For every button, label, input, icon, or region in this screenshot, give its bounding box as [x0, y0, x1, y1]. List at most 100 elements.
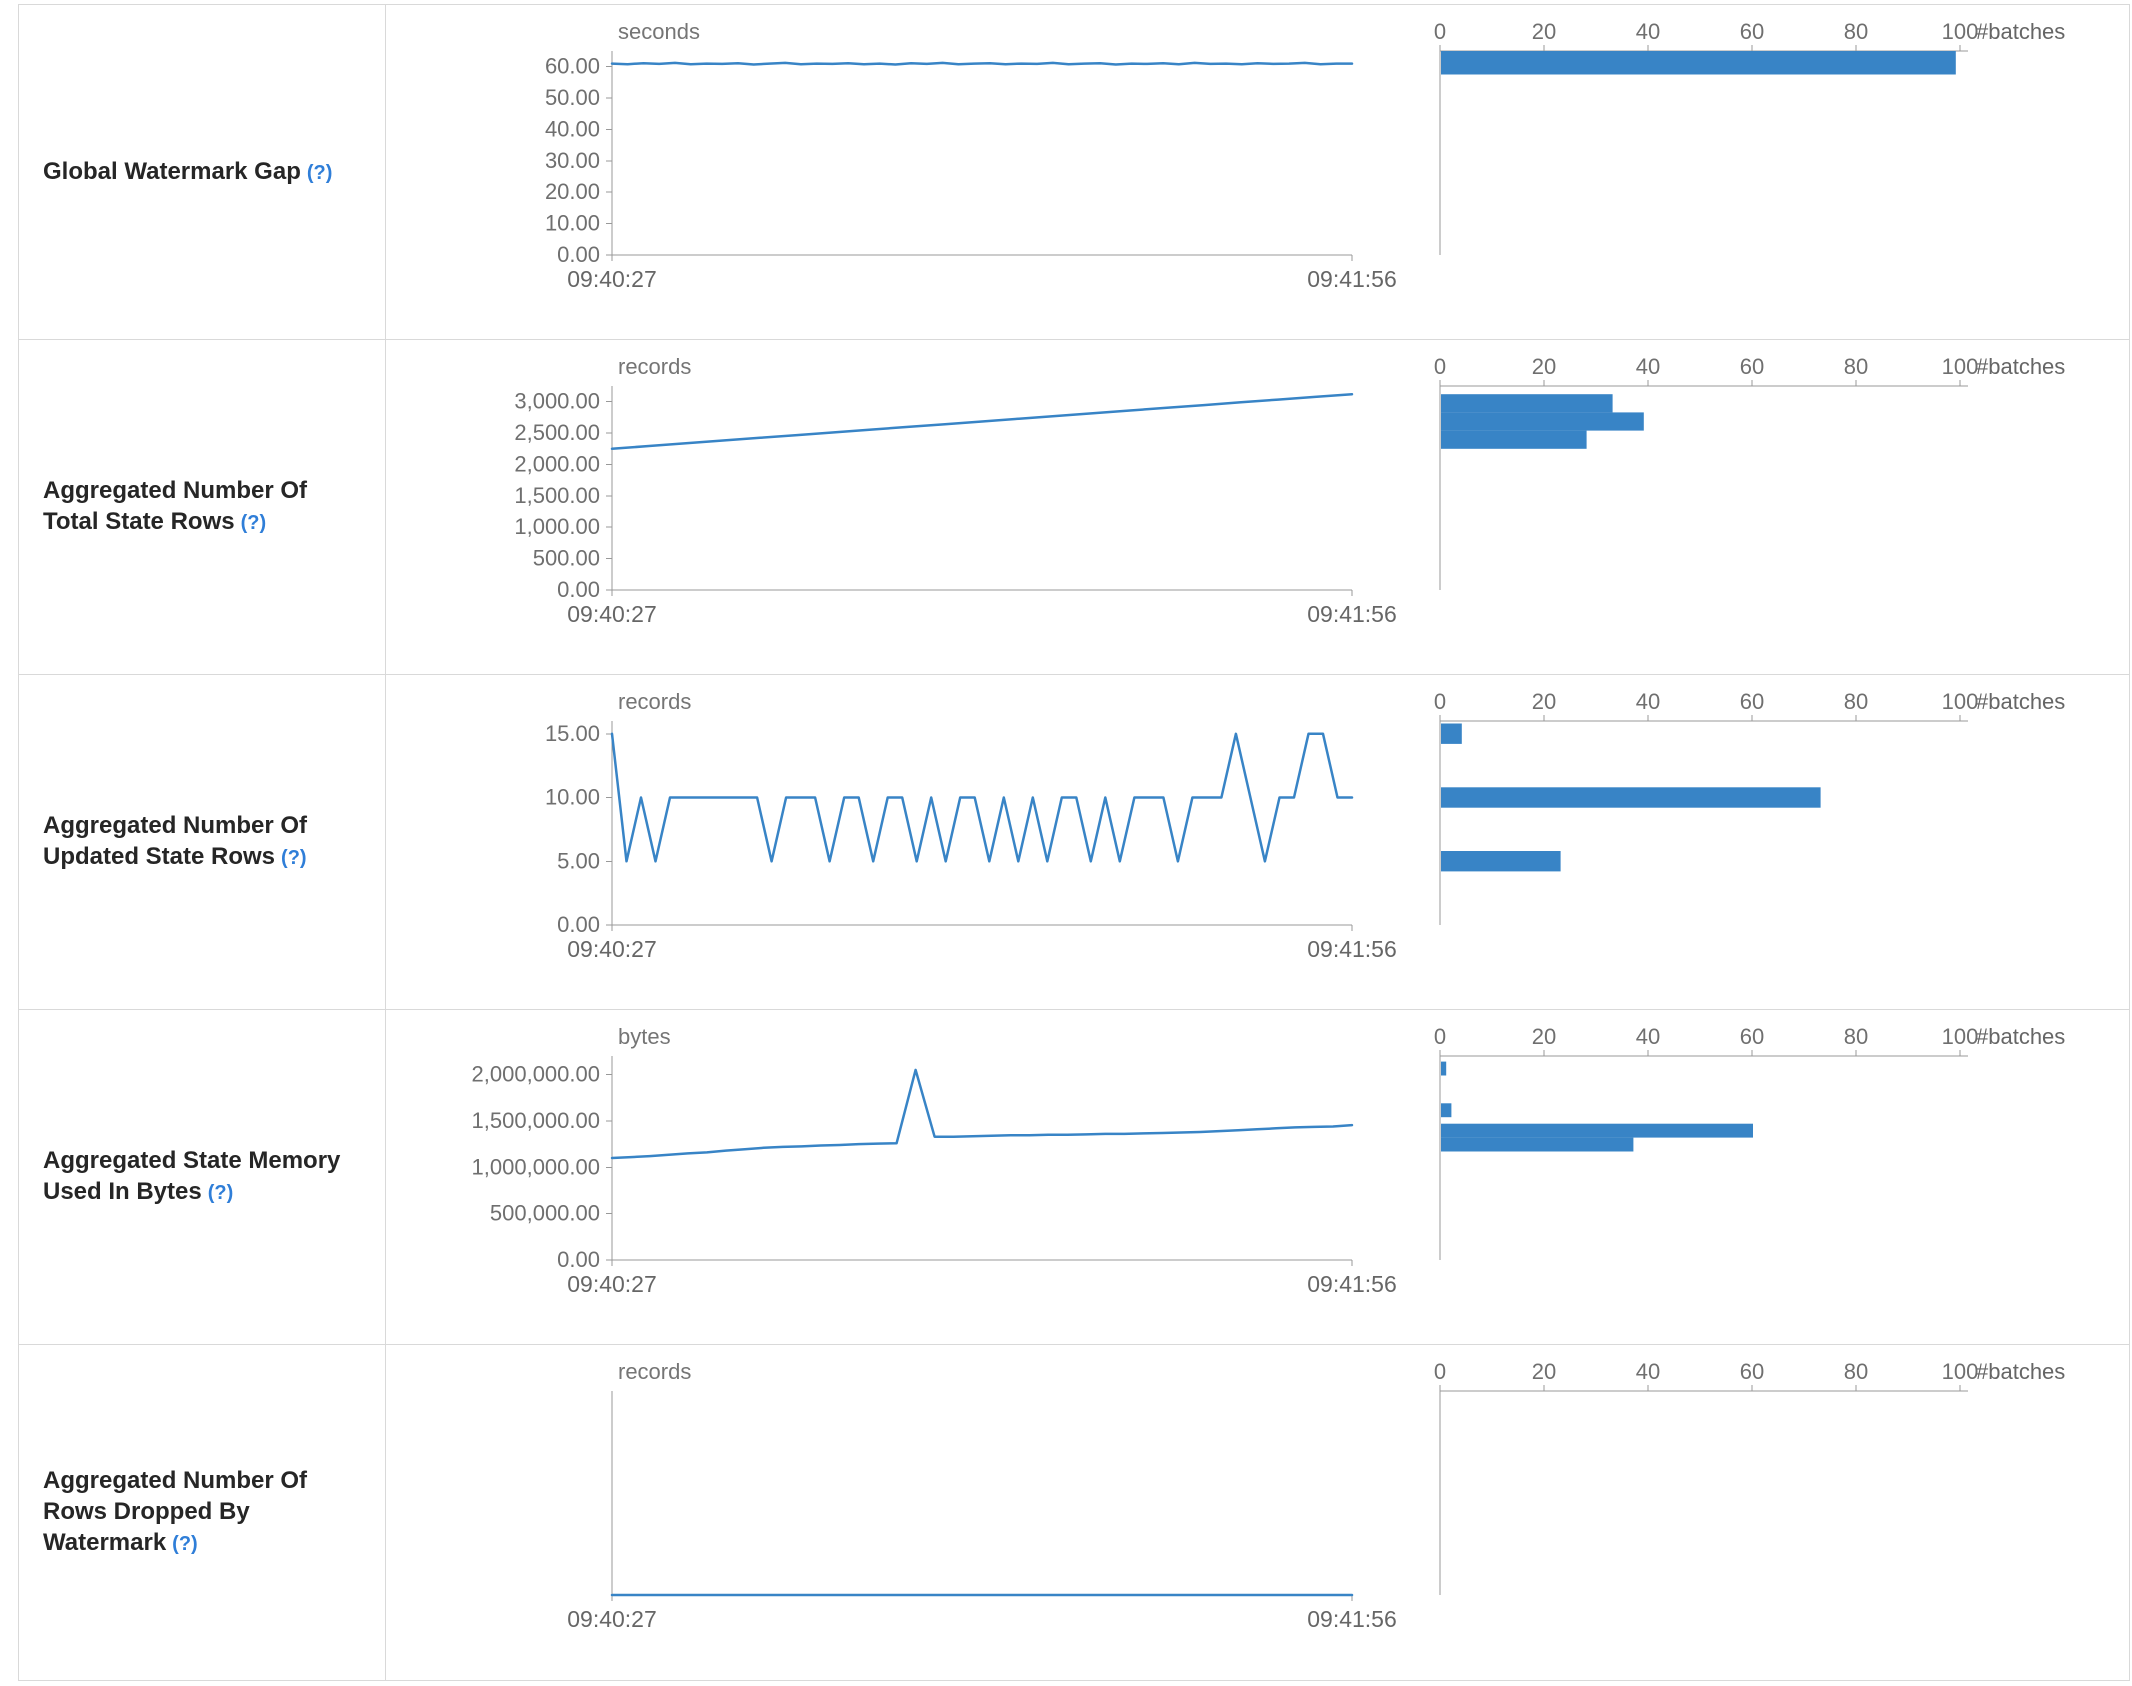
metric-label-cell: Aggregated Number Of Updated State Rows(…: [19, 675, 386, 1009]
hist-tick-label: 60: [1740, 1024, 1764, 1049]
y-tick-label: 0.00: [557, 1247, 600, 1272]
metric-label-cell: Global Watermark Gap (?): [19, 5, 386, 339]
metric-label-cell: Aggregated Number Of Total State Rows (?): [19, 340, 386, 674]
metric-help-link[interactable]: (?): [281, 847, 307, 869]
hist-tick-label: 100: [1942, 19, 1979, 44]
y-tick-label: 30.00: [545, 148, 600, 173]
unit-label: records: [618, 1359, 691, 1384]
histogram-bar: [1441, 394, 1613, 413]
hist-tick-label: 0: [1434, 354, 1446, 379]
metric-row-state-memory-used: Aggregated State Memory Used In Bytes (?)…: [19, 1010, 2129, 1345]
timeline-line: [610, 392, 1354, 451]
y-tick-label: 10.00: [545, 785, 600, 810]
metric-name: Aggregated State Memory Used In Bytes (?): [43, 1145, 342, 1209]
metric-row-rows-dropped-by-watermark: Aggregated Number Of Rows Dropped By Wat…: [19, 1345, 2129, 1680]
batches-axis-label: #batches: [1976, 354, 2065, 379]
histogram-plot: 0 20 40 60 80 100#batches: [1434, 1024, 2065, 1260]
metric-name: Aggregated Number Of Updated State Rows(…: [43, 810, 342, 874]
hist-tick-label: 0: [1434, 19, 1446, 44]
batches-axis-label: #batches: [1976, 689, 2065, 714]
timeline-plot: bytes 2,000,000.00 1,500,000.00 1,000,000.0…: [472, 1024, 1397, 1297]
timeline-plot: records 09:40:27 09:41:56: [567, 1359, 1397, 1632]
metric-label-cell: Aggregated State Memory Used In Bytes (?): [19, 1010, 386, 1344]
timeline-chart: bytes 2,000,000.00 1,500,000.00 1,000,000.0…: [386, 1010, 1430, 1344]
timeline-line: [610, 61, 1354, 66]
metric-label-cell: Aggregated Number Of Rows Dropped By Wat…: [19, 1345, 386, 1680]
hist-tick-label: 100: [1942, 354, 1979, 379]
hist-tick-label: 40: [1636, 354, 1660, 379]
timeline-chart: records 09:40:27 09:41:56: [386, 1345, 1430, 1680]
metric-name-text: Global Watermark Gap: [43, 157, 301, 185]
y-tick-label: 500,000.00: [490, 1201, 600, 1226]
metric-name-text: Aggregated State Memory Used In Bytes: [43, 1147, 341, 1205]
histogram-chart: 0 20 40 60 80 100 #batches: [1430, 340, 2129, 674]
histogram-plot: 0 20 40 60 80 100#batches: [1434, 354, 2065, 590]
timeline-chart: seconds 60.00 50.00 40.00 30.00 20.00 10.00 0.0…: [386, 5, 1430, 339]
histogram-bar: [1441, 851, 1561, 872]
metric-help-link[interactable]: (?): [172, 1533, 198, 1555]
metric-help-link[interactable]: (?): [240, 512, 267, 534]
histogram-chart: 0 20 40 60 80 100 #batches: [1430, 5, 2129, 339]
y-tick-label: 2,000,000.00: [472, 1062, 600, 1087]
hist-tick-label: 40: [1636, 689, 1660, 714]
timeline-chart: records 3,000.00 2,500.00 2,000.00 1,500.00 1…: [386, 340, 1430, 674]
metric-name-text: Aggregated Number Of Rows Dropped By Wat…: [43, 1467, 308, 1556]
y-tick-label: 1,000.00: [514, 514, 600, 539]
histogram-bar: [1441, 1061, 1447, 1076]
histogram-chart: 0 20 40 60 80 100 #batches: [1430, 675, 2129, 1009]
y-tick-label: 1,500.00: [514, 483, 600, 508]
hist-tick-label: 20: [1532, 1024, 1556, 1049]
hist-tick-label: 80: [1844, 354, 1868, 379]
x-end-time-label: 09:41:56: [1307, 601, 1397, 627]
y-tick-label: 0.00: [557, 242, 600, 267]
unit-label: bytes: [618, 1024, 671, 1049]
metric-row-updated-state-rows: Aggregated Number Of Updated State Rows(…: [19, 675, 2129, 1010]
metric-help-link[interactable]: (?): [306, 161, 333, 184]
y-tick-label: 15.00: [545, 721, 600, 746]
timeline-line: [610, 1068, 1354, 1160]
histogram-bar: [1441, 1123, 1753, 1138]
y-tick-label: 0.00: [557, 577, 600, 602]
y-tick-label: 500.00: [533, 546, 600, 571]
y-tick-label: 40.00: [545, 116, 600, 141]
y-tick-label: 2,000.00: [514, 451, 600, 476]
hist-tick-label: 0: [1434, 1024, 1446, 1049]
histogram-plot: 0 20 40 60 80 100#batches: [1434, 19, 2065, 255]
hist-tick-label: 40: [1636, 19, 1660, 44]
x-start-time-label: 09:40:27: [567, 601, 657, 627]
histogram-plot: 0 20 40 60 80 100#batches: [1434, 689, 2065, 925]
hist-tick-label: 60: [1740, 689, 1764, 714]
y-tick-label: 50.00: [545, 85, 600, 110]
hist-tick-label: 80: [1844, 689, 1868, 714]
x-start-time-label: 09:40:27: [567, 1606, 657, 1632]
histogram-bar: [1441, 1103, 1452, 1118]
hist-tick-label: 20: [1532, 19, 1556, 44]
metric-name: Aggregated Number Of Total State Rows (?): [43, 475, 342, 539]
histogram-bar: [1441, 1137, 1634, 1152]
y-tick-label: 60.00: [545, 54, 600, 79]
hist-tick-label: 100: [1942, 1359, 1979, 1384]
hist-tick-label: 40: [1636, 1359, 1660, 1384]
hist-tick-label: 20: [1532, 354, 1556, 379]
hist-tick-label: 20: [1532, 1359, 1556, 1384]
x-end-time-label: 09:41:56: [1307, 936, 1397, 962]
unit-label: seconds: [618, 19, 700, 44]
hist-tick-label: 60: [1740, 1359, 1764, 1384]
metric-name: Aggregated Number Of Rows Dropped By Wat…: [43, 1465, 342, 1560]
hist-tick-label: 60: [1740, 19, 1764, 44]
timeline-line: [610, 732, 1354, 863]
histogram-chart: 0 20 40 60 80 100 #batches: [1430, 1010, 2129, 1344]
x-end-time-label: 09:41:56: [1307, 1271, 1397, 1297]
unit-label: records: [618, 689, 691, 714]
metric-help-link[interactable]: (?): [207, 1182, 234, 1204]
hist-tick-label: 40: [1636, 1024, 1660, 1049]
timeline-plot: seconds 60.00 50.00 40.00 30.00 20.00 10.00 0.0…: [545, 19, 1397, 292]
histogram-bar: [1441, 51, 1956, 75]
hist-tick-label: 60: [1740, 354, 1764, 379]
timeline-chart: records 15.00 10.00 5.00 0.00 09:40:27 09:41:5…: [386, 675, 1430, 1009]
timeline-plot: records 3,000.00 2,500.00 2,000.00 1,500.00 1…: [514, 354, 1397, 627]
x-end-time-label: 09:41:56: [1307, 1606, 1397, 1632]
hist-tick-label: 100: [1942, 1024, 1979, 1049]
y-tick-label: 2,500.00: [514, 420, 600, 445]
